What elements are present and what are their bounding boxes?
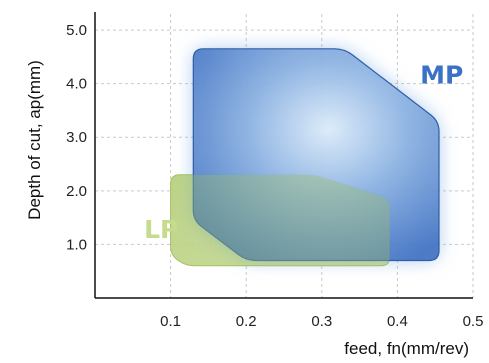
y-tick-label-4: 5.0: [66, 22, 87, 39]
regions: LP MP: [144, 48, 463, 267]
lp-overlap-tint: [170, 174, 390, 266]
x-tick-label-2: 0.3: [311, 313, 332, 330]
x-axis-title: feed, fn(mm/rev): [344, 339, 469, 358]
y-tick-label-1: 2.0: [66, 183, 87, 200]
y-tick-label-2: 3.0: [66, 129, 87, 146]
axes: 0.1 0.2 0.3 0.4 0.5 1.0 2.0 3.0 4.0 5.0: [66, 12, 483, 330]
y-tick-label-3: 4.0: [66, 76, 87, 93]
mp-region: [192, 48, 440, 262]
mp-label: MP: [420, 61, 463, 90]
x-tick-label-3: 0.4: [387, 313, 408, 330]
x-tick-label-4: 0.5: [463, 313, 484, 330]
x-tick-label-0: 0.1: [160, 313, 181, 330]
y-tick-label-0: 1.0: [66, 236, 87, 253]
x-tick-label-1: 0.2: [236, 313, 257, 330]
y-axis-title: Depth of cut, ap(mm): [25, 60, 44, 220]
lp-label: LP: [144, 215, 178, 244]
